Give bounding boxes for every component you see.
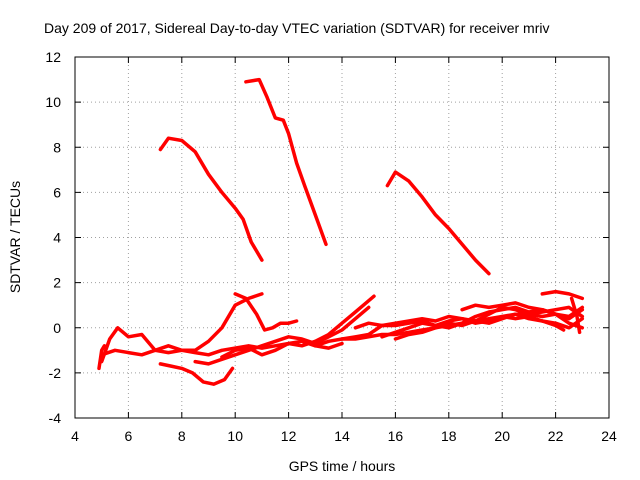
y-tick-label: 4 <box>53 230 61 246</box>
x-tick-label: 10 <box>227 428 243 444</box>
series-arc-5 <box>99 292 264 364</box>
y-tick-label: 2 <box>53 275 61 291</box>
grid <box>75 57 609 418</box>
series-arc-13 <box>393 312 566 341</box>
series-arc-6 <box>233 292 299 332</box>
y-tick-label: 0 <box>53 320 61 336</box>
x-tick-label: 20 <box>494 428 510 444</box>
series-arc-16 <box>340 305 585 341</box>
x-axis-label: GPS time / hours <box>289 458 396 474</box>
y-tick-label: 10 <box>45 94 61 110</box>
chart-title: Day 209 of 2017, Sidereal Day-to-day VTE… <box>44 20 549 36</box>
x-tick-label: 16 <box>388 428 404 444</box>
x-tick-label: 24 <box>601 428 617 444</box>
series-arc-17 <box>97 344 107 371</box>
series-arc-3 <box>385 170 491 276</box>
x-tick-label: 12 <box>281 428 297 444</box>
series-arc-10 <box>313 307 585 348</box>
x-tick-label: 22 <box>548 428 564 444</box>
series-arc-7 <box>158 362 235 386</box>
y-axis-label: SDTVAR / TECUs <box>7 181 23 293</box>
y-tick-label: 8 <box>53 139 61 155</box>
series-arc-4 <box>99 339 344 357</box>
x-tick-label: 14 <box>334 428 350 444</box>
series-arc-18 <box>569 296 582 335</box>
series-arc-9 <box>220 294 376 359</box>
y-tick-label: -4 <box>49 410 62 426</box>
x-tick-label: 18 <box>441 428 457 444</box>
y-tick-label: 12 <box>45 49 61 65</box>
y-tick-label: 6 <box>53 184 61 200</box>
y-tick-label: -2 <box>49 365 62 381</box>
series-arc-14 <box>460 301 585 319</box>
x-tick-label: 8 <box>178 428 186 444</box>
series-arc-8 <box>193 305 371 366</box>
x-tick-label: 4 <box>71 428 79 444</box>
data-series <box>97 77 585 386</box>
x-tick-label: 6 <box>125 428 133 444</box>
series-arc-15 <box>540 289 585 301</box>
series-arc-2 <box>244 77 328 247</box>
series-arc-1 <box>158 136 264 262</box>
